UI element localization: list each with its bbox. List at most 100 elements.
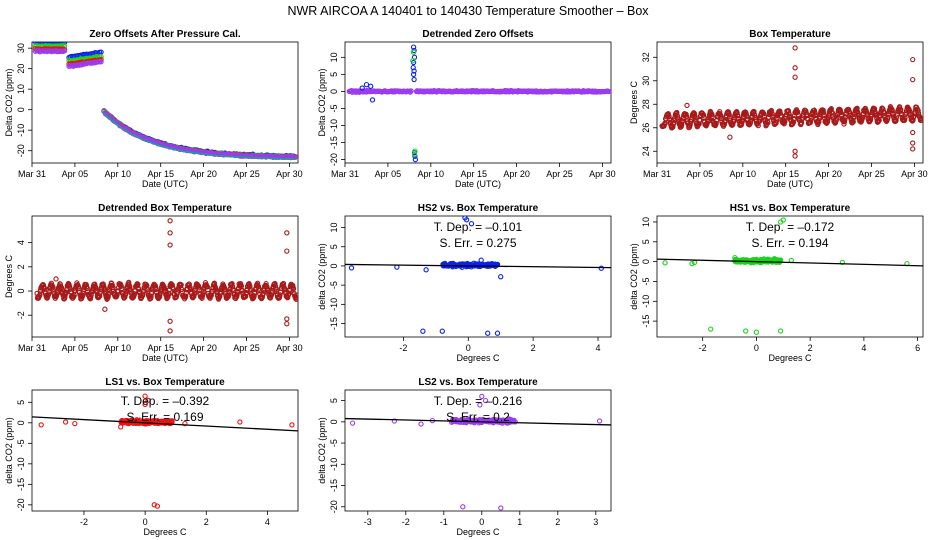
x-tick-label: 6 xyxy=(915,343,920,353)
y-tick-label: -10 xyxy=(329,119,339,132)
data-point-box xyxy=(267,295,274,301)
y-axis-label: delta CO2 (ppm) xyxy=(629,243,639,310)
data-point-ls2 xyxy=(499,418,505,424)
y-tick-label: 0 xyxy=(329,263,339,268)
y-tick-label: -5 xyxy=(329,281,339,289)
data-point-box xyxy=(186,281,192,287)
data-point-hs1 xyxy=(777,328,784,334)
y-tick-label: 10 xyxy=(16,84,26,94)
data-point-box xyxy=(53,276,59,282)
y-tick-label: -20 xyxy=(329,500,339,513)
data-point-box xyxy=(200,290,206,297)
data-point-ls1 xyxy=(160,419,166,426)
standard-error: S. Err. = 0.2 xyxy=(446,410,510,424)
data-point-spikes xyxy=(410,44,417,50)
data-point-ls2 xyxy=(606,88,611,95)
data-point-ls1 xyxy=(142,393,148,399)
data-point-box xyxy=(229,281,235,287)
data-point-box xyxy=(700,112,707,118)
data-point-ls1 xyxy=(145,397,151,403)
y-tick-label: 2 xyxy=(16,264,26,269)
data-point-box xyxy=(854,105,860,111)
chart-title: LS1 vs. Box Temperature xyxy=(105,377,225,388)
y-tick-label: 28 xyxy=(641,99,651,109)
data-point-box xyxy=(226,292,232,298)
data-point-ls2 xyxy=(391,418,398,424)
data-point-box xyxy=(910,140,916,146)
data-point-hs1 xyxy=(742,259,748,265)
data-point-box xyxy=(37,292,43,298)
y-tick-label: 10 xyxy=(329,52,339,62)
data-point-box xyxy=(773,118,780,124)
y-tick-label: -5 xyxy=(641,277,651,285)
x-tick-label: Apr 25 xyxy=(858,169,885,179)
chart-title: Box Temperature xyxy=(749,29,831,40)
data-point-box xyxy=(811,107,817,113)
data-point-spikes xyxy=(410,71,417,78)
x-tick-label: -2 xyxy=(399,343,407,353)
data-point-hs1 xyxy=(743,328,749,334)
chart-panel-p3: Box Temperature Mar 31 Apr 05 Apr 10 Apr 15 A… xyxy=(629,29,928,189)
data-point-box xyxy=(165,294,171,300)
data-point-box xyxy=(735,112,741,119)
x-axis-label: Date (UTC) xyxy=(142,353,188,363)
x-tick-label: Apr 30 xyxy=(276,169,303,179)
data-point-box xyxy=(67,286,74,292)
chart-panel-p2: Detrended Zero Offsets Mar 31 Apr 05 Apr 10… xyxy=(317,29,616,189)
data-point-ls2 xyxy=(460,504,466,510)
data-point-spikes xyxy=(368,83,374,89)
standard-error: S. Err. = 0.275 xyxy=(439,236,516,250)
x-tick-label: Apr 15 xyxy=(460,169,487,179)
x-tick-label: 2 xyxy=(204,517,209,527)
y-tick-label: 5 xyxy=(16,400,26,405)
data-point-hs1 xyxy=(768,258,774,264)
data-point-box xyxy=(670,123,676,129)
y-axis-label: Degrees C xyxy=(629,80,639,124)
temperature-dependence: T. Dep. = –0.172 xyxy=(746,220,835,234)
data-point-ls2 xyxy=(482,397,489,404)
y-axis-label: delta CO2 (ppm) xyxy=(317,417,327,484)
data-point-ls2 xyxy=(408,88,414,94)
x-tick-label: Mar 31 xyxy=(643,169,671,179)
y-axis-label: delta CO2 (ppm) xyxy=(4,417,14,484)
x-axis-label: Degrees C xyxy=(456,527,500,537)
data-point-box xyxy=(280,280,287,287)
y-tick-label: 32 xyxy=(641,52,651,62)
x-tick-label: -2 xyxy=(699,343,707,353)
data-point-box xyxy=(153,284,159,290)
x-tick-label: Apr 05 xyxy=(687,169,714,179)
data-point-box xyxy=(847,110,853,116)
x-tick-label: Apr 20 xyxy=(190,343,217,353)
y-tick-label: -20 xyxy=(329,153,339,166)
data-point-ls2 xyxy=(418,421,424,427)
chart-title: HS2 vs. Box Temperature xyxy=(418,203,539,214)
data-layer xyxy=(659,45,923,159)
data-point-box xyxy=(251,293,257,299)
data-point-box xyxy=(679,121,685,127)
data-point-box xyxy=(910,129,916,136)
y-tick-label: 5 xyxy=(329,244,339,249)
data-point-hs1 xyxy=(753,329,760,335)
data-point-box xyxy=(293,295,298,301)
data-point-ls1 xyxy=(150,419,156,425)
data-point-box xyxy=(255,283,262,289)
regression-line xyxy=(344,263,612,269)
data-point-hs2 xyxy=(598,265,604,271)
data-point-hs2 xyxy=(494,330,501,336)
data-point-spikes-g xyxy=(411,151,418,158)
data-point-box xyxy=(910,76,916,83)
y-tick-label: 4 xyxy=(16,240,26,245)
y-tick-label: -15 xyxy=(329,479,339,492)
data-point-box xyxy=(730,121,736,128)
data-point-box xyxy=(910,117,916,123)
data-point-box xyxy=(792,153,798,159)
data-point-box xyxy=(199,295,205,301)
y-tick-label: 10 xyxy=(329,223,339,233)
x-tick-label: Apr 30 xyxy=(901,169,928,179)
plot-frame xyxy=(656,215,924,338)
data-point-ls2 xyxy=(61,48,68,54)
data-point-ls2 xyxy=(498,505,504,511)
y-tick-label: -10 xyxy=(16,457,26,470)
data-point-box xyxy=(148,295,154,302)
data-point-box xyxy=(713,120,719,127)
